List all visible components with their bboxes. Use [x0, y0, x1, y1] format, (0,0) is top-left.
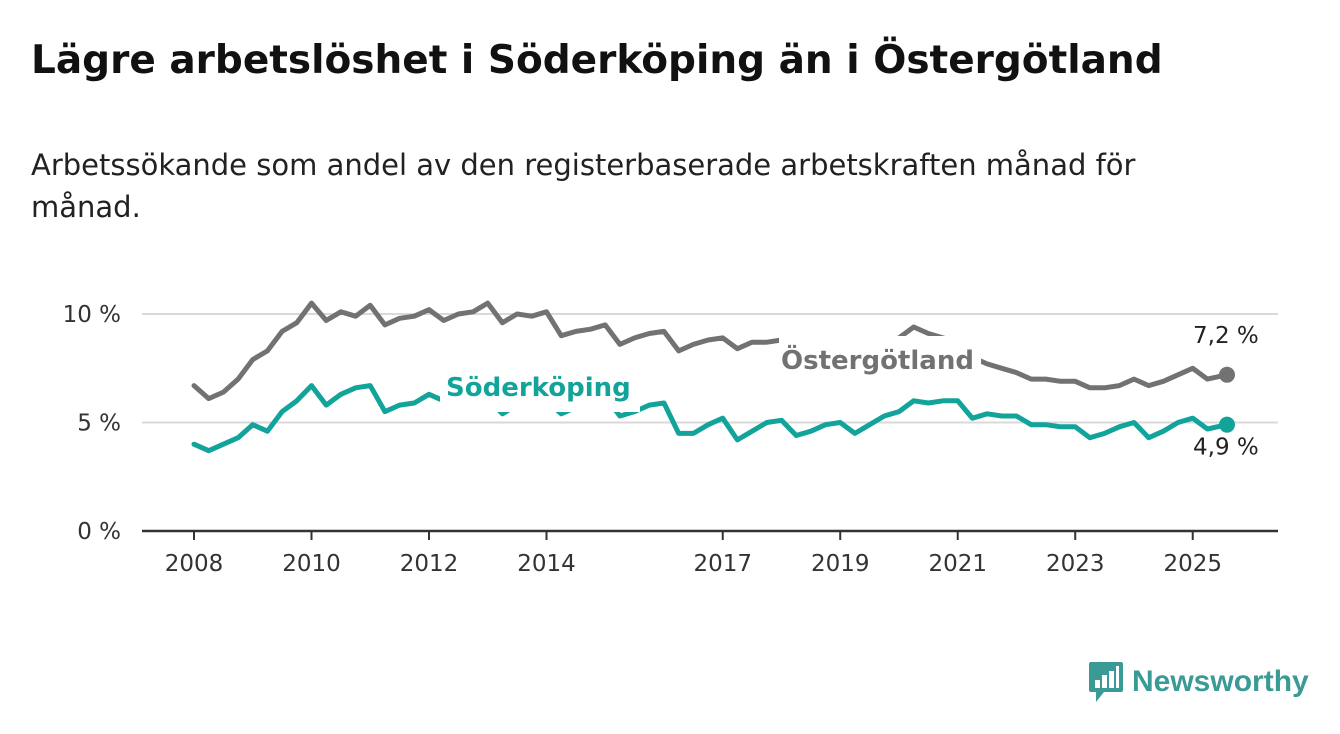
chart-title: Lägre arbetslöshet i Söderköping än i Ös… — [31, 38, 1163, 83]
series-label-background — [779, 336, 981, 380]
newsworthy-logo: Newsworthy — [1088, 660, 1309, 704]
x-tick-label: 2023 — [1046, 551, 1105, 577]
y-tick-label: 0 % — [77, 519, 121, 545]
series-end-point — [1219, 416, 1235, 433]
series-label-background — [440, 366, 640, 412]
x-tick-label: 2025 — [1163, 551, 1222, 577]
y-tick-label: 5 % — [77, 411, 121, 437]
x-tick-label: 2017 — [693, 551, 752, 577]
series-end-value-label: 7,2 % — [1193, 323, 1259, 349]
x-tick-label: 2010 — [282, 551, 341, 577]
series-line — [191, 383, 1230, 454]
series-name-label: Östergötland — [781, 343, 974, 376]
series-end-point — [1219, 366, 1235, 383]
series-line — [191, 300, 1230, 402]
x-tick-label: 2019 — [811, 551, 870, 577]
newsworthy-logo-icon — [1089, 662, 1123, 702]
x-tick-label: 2021 — [928, 551, 987, 577]
series-end-value-label: 4,9 % — [1193, 435, 1259, 461]
chart-subtitle: Arbetssökande som andel av den registerb… — [31, 148, 1136, 225]
series-labels: 7,2 % 4,9 % Östergötland Söderköping — [440, 323, 1259, 461]
x-tick-label: 2012 — [400, 551, 459, 577]
brand-name: Newsworthy — [1132, 665, 1309, 698]
x-axis: 2008 2010 2012 2014 2017 2019 2021 2023 2025 — [142, 529, 1278, 577]
x-tick-label: 2014 — [517, 551, 576, 577]
series-name-label: Söderköping — [446, 373, 631, 403]
x-tick-label: 2008 — [165, 551, 224, 577]
y-tick-label: 10 % — [63, 302, 121, 328]
series-lines — [191, 300, 1235, 454]
